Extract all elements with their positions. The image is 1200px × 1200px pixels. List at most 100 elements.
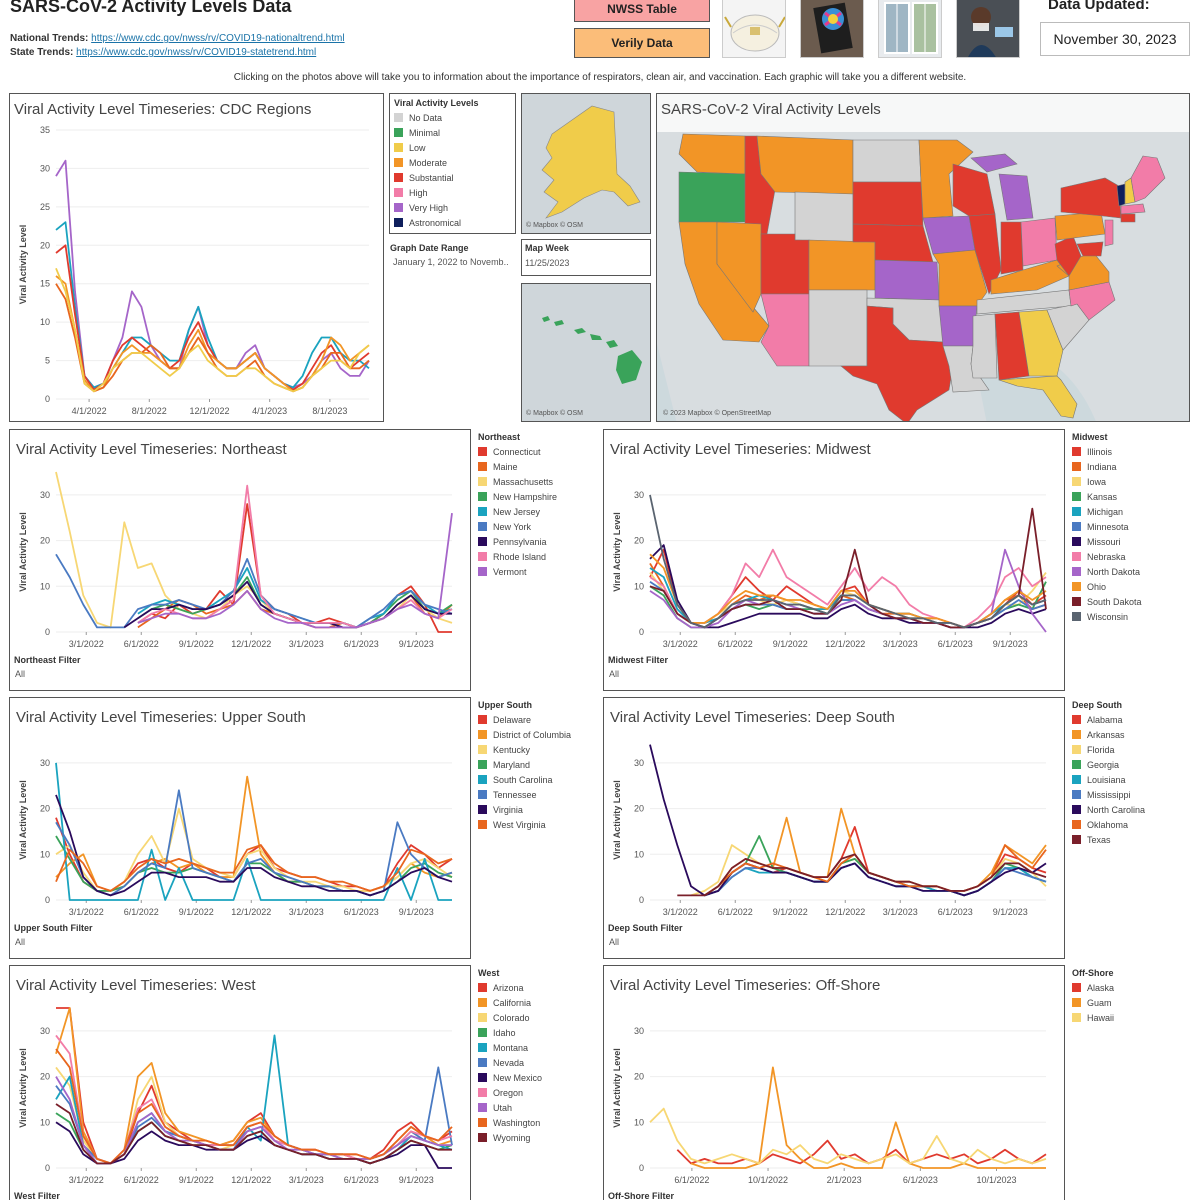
legend-item-texas[interactable]: Texas [1072, 832, 1192, 847]
series-line-north-carolina[interactable] [649, 744, 1047, 897]
state-trends-link[interactable]: https://www.cdc.gov/nwss/rv/COVID19-stat… [76, 47, 317, 58]
series-line-hawaii[interactable] [649, 1107, 1047, 1165]
deep-south-filter-value[interactable]: All [609, 937, 620, 947]
legend-item-idaho[interactable]: Idaho [478, 1025, 588, 1040]
hawaii-map[interactable]: © Mapbox © OSM [521, 283, 651, 422]
legend-item-tennessee[interactable]: Tennessee [478, 787, 593, 802]
legend-item-maryland[interactable]: Maryland [478, 757, 593, 772]
legend-item-indiana[interactable]: Indiana [1072, 459, 1192, 474]
series-line-missouri[interactable] [649, 544, 1047, 629]
legend-item-kentucky[interactable]: Kentucky [478, 742, 593, 757]
series-line[interactable] [55, 267, 370, 393]
legend-item-utah[interactable]: Utah [478, 1100, 588, 1115]
legend-item-washington[interactable]: Washington [478, 1115, 588, 1130]
legend-item-south-carolina[interactable]: South Carolina [478, 772, 593, 787]
series-line-south-carolina[interactable] [55, 762, 452, 901]
legend-item-florida[interactable]: Florida [1072, 742, 1192, 757]
upper-south-filter-value[interactable]: All [15, 937, 26, 947]
legend-item-georgia[interactable]: Georgia [1072, 757, 1192, 772]
legend-item-oregon[interactable]: Oregon [478, 1085, 588, 1100]
legend-item-new-mexico[interactable]: New Mexico [478, 1070, 588, 1085]
legend-item-california[interactable]: California [478, 995, 588, 1010]
legend-item-virginia[interactable]: Virginia [478, 802, 593, 817]
legend-item-district-of-columbia[interactable]: District of Columbia [478, 727, 593, 742]
legend-item-kansas[interactable]: Kansas [1072, 489, 1192, 504]
legend-item-north-dakota[interactable]: North Dakota [1072, 564, 1192, 579]
legend-item-astronomical[interactable]: Astronomical [394, 215, 461, 230]
series-line-vermont[interactable] [137, 512, 453, 629]
legend-item-vermont[interactable]: Vermont [478, 564, 588, 579]
series-line[interactable] [55, 221, 370, 389]
legend-item-no-data[interactable]: No Data [394, 110, 461, 125]
legend-item-maine[interactable]: Maine [478, 459, 588, 474]
series-line-washington[interactable] [55, 1048, 453, 1165]
legend-item-moderate[interactable]: Moderate [394, 155, 461, 170]
legend-item-delaware[interactable]: Delaware [478, 712, 593, 727]
legend-item-pennsylvania[interactable]: Pennsylvania [478, 534, 588, 549]
graph-date-range-value[interactable]: January 1, 2022 to Novemb.. [393, 257, 509, 267]
legend-item-very-high[interactable]: Very High [394, 200, 461, 215]
legend-item-mississippi[interactable]: Mississippi [1072, 787, 1192, 802]
legend-item-arizona[interactable]: Arizona [478, 980, 588, 995]
legend-item-alaska[interactable]: Alaska [1072, 980, 1182, 995]
legend-item-wisconsin[interactable]: Wisconsin [1072, 609, 1192, 624]
legend-item-arkansas[interactable]: Arkansas [1072, 727, 1192, 742]
series-line-west-virginia[interactable] [55, 844, 453, 892]
series-line-wyoming[interactable] [55, 1103, 452, 1165]
vaccination-photo[interactable] [956, 0, 1020, 58]
alaska-map[interactable]: © Mapbox © OSM [521, 93, 651, 234]
series-line-arkansas[interactable] [704, 807, 1047, 897]
legend-item-minimal[interactable]: Minimal [394, 125, 461, 140]
series-line-ohio[interactable] [649, 553, 1047, 629]
respirator-photo[interactable] [722, 0, 786, 58]
air-purifier-photo[interactable] [800, 0, 864, 58]
legend-item-missouri[interactable]: Missouri [1072, 534, 1192, 549]
series-line-wisconsin[interactable] [649, 494, 1047, 629]
nwss-table-button[interactable]: NWSS Table [574, 0, 710, 22]
legend-item-high[interactable]: High [394, 185, 461, 200]
legend-item-north-carolina[interactable]: North Carolina [1072, 802, 1192, 817]
legend-item-south-dakota[interactable]: South Dakota [1072, 594, 1192, 609]
verily-data-button[interactable]: Verily Data [574, 28, 710, 58]
series-line-new-york[interactable] [55, 553, 453, 629]
series-line-illinois[interactable] [649, 548, 1047, 629]
legend-item-colorado[interactable]: Colorado [478, 1010, 588, 1025]
legend-item-ohio[interactable]: Ohio [1072, 579, 1192, 594]
series-line-virginia[interactable] [55, 794, 453, 897]
national-trends-link[interactable]: https://www.cdc.gov/nwss/rv/COVID19-nati… [91, 33, 345, 44]
legend-item-new-york[interactable]: New York [478, 519, 588, 534]
series-line[interactable] [55, 275, 370, 393]
legend-item-hawaii[interactable]: Hawaii [1072, 1010, 1182, 1025]
legend-item-rhode-island[interactable]: Rhode Island [478, 549, 588, 564]
legend-item-oklahoma[interactable]: Oklahoma [1072, 817, 1192, 832]
legend-item-alabama[interactable]: Alabama [1072, 712, 1192, 727]
series-line-district-of-columbia[interactable] [55, 775, 453, 892]
series-line-guam[interactable] [690, 1066, 1046, 1169]
legend-item-illinois[interactable]: Illinois [1072, 444, 1192, 459]
series-line-alaska[interactable] [676, 1139, 1047, 1165]
series-line-texas[interactable] [677, 853, 1047, 897]
open-window-photo[interactable] [878, 0, 942, 58]
series-line-tennessee[interactable] [55, 789, 453, 897]
legend-item-nevada[interactable]: Nevada [478, 1055, 588, 1070]
series-line-connecticut[interactable] [137, 503, 452, 633]
series-line-oklahoma[interactable] [704, 844, 1047, 897]
legend-item-guam[interactable]: Guam [1072, 995, 1182, 1010]
legend-item-west-virginia[interactable]: West Virginia [478, 817, 593, 832]
map-week-box[interactable]: Map Week 11/25/2023 [521, 239, 651, 276]
legend-item-michigan[interactable]: Michigan [1072, 504, 1192, 519]
legend-item-louisiana[interactable]: Louisiana [1072, 772, 1192, 787]
legend-item-new-jersey[interactable]: New Jersey [478, 504, 588, 519]
legend-item-connecticut[interactable]: Connecticut [478, 444, 588, 459]
series-line[interactable] [55, 244, 370, 391]
legend-item-new-hampshire[interactable]: New Hampshire [478, 489, 588, 504]
legend-item-nebraska[interactable]: Nebraska [1072, 549, 1192, 564]
us-activity-map[interactable]: SARS-CoV-2 Viral Activity Levels © 2023 … [656, 93, 1190, 422]
legend-item-wyoming[interactable]: Wyoming [478, 1130, 588, 1145]
legend-item-low[interactable]: Low [394, 140, 461, 155]
legend-item-iowa[interactable]: Iowa [1072, 474, 1192, 489]
midwest-filter-value[interactable]: All [609, 669, 620, 679]
legend-item-montana[interactable]: Montana [478, 1040, 588, 1055]
northeast-filter-value[interactable]: All [15, 669, 26, 679]
legend-item-massachusetts[interactable]: Massachusetts [478, 474, 588, 489]
